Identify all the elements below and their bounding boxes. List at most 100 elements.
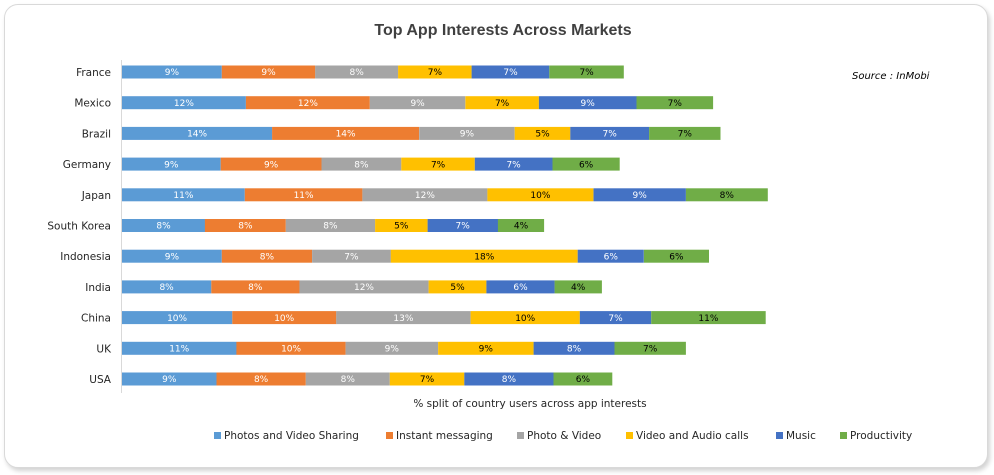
data-label: 12%	[298, 99, 318, 109]
data-label: 7%	[344, 252, 359, 262]
category-label: Brazil	[82, 128, 111, 140]
data-label: 4%	[571, 283, 586, 293]
category-label: Japan	[81, 190, 111, 202]
data-label: 9%	[261, 68, 276, 78]
bar-segment	[362, 188, 488, 202]
legend-swatch	[840, 432, 847, 439]
bar-segment	[369, 96, 466, 110]
bar-segment	[649, 126, 721, 140]
bar-segment	[538, 96, 637, 110]
data-label: 8%	[502, 375, 517, 385]
data-label: 8%	[354, 160, 369, 170]
data-label: 9%	[162, 375, 177, 385]
bar-segment	[643, 249, 709, 263]
bar-segment	[122, 280, 212, 294]
bar-segment	[470, 311, 580, 325]
bar-segment	[122, 311, 233, 325]
bar-segment	[122, 157, 221, 171]
chart-card	[4, 4, 988, 468]
bar-segment	[570, 126, 650, 140]
bar-segment	[553, 372, 613, 386]
data-label: 9%	[165, 252, 180, 262]
bar-segment	[299, 280, 429, 294]
bar-segment	[428, 280, 487, 294]
data-label: 7%	[603, 130, 618, 140]
data-label: 6%	[669, 252, 684, 262]
category-label: China	[81, 313, 111, 325]
category-label: Mexico	[74, 98, 111, 110]
bar-segment	[232, 311, 337, 325]
data-label: 11%	[294, 191, 314, 201]
bar-segment	[375, 219, 428, 232]
bar-segment	[614, 341, 686, 355]
data-label: 7%	[495, 99, 510, 109]
data-label: 12%	[415, 191, 435, 201]
data-label: 11%	[698, 314, 718, 324]
legend-swatch	[776, 432, 783, 439]
bar-segment	[272, 126, 420, 140]
x-axis-label: % split of country users across app inte…	[413, 398, 646, 410]
bar-segment	[465, 96, 539, 110]
data-label: 12%	[354, 283, 374, 293]
data-label: 14%	[336, 130, 356, 140]
legend-swatch	[626, 432, 633, 439]
legend-label: Productivity	[850, 430, 912, 442]
bar-segment	[336, 311, 471, 325]
data-label: 6%	[513, 283, 528, 293]
bar-segment	[122, 188, 245, 202]
data-label: 7%	[668, 99, 683, 109]
data-label: 8%	[159, 283, 174, 293]
legend: Photos and Video Sharing Instant messagin…	[214, 430, 912, 442]
chart-title: Top App Interests Across Markets	[374, 22, 631, 39]
category-label: India	[85, 282, 111, 294]
category-label: UK	[96, 343, 112, 355]
bar-segment	[427, 219, 498, 232]
source-annotation: Source : InMobi	[852, 71, 930, 82]
bar-segment	[593, 188, 686, 202]
bar-segment	[345, 341, 438, 355]
data-label: 7%	[420, 375, 435, 385]
bar-segment	[651, 311, 766, 325]
bar-segment	[549, 65, 624, 79]
bar-segment	[122, 341, 237, 355]
category-label: Germany	[63, 159, 111, 171]
category-labels: France Mexico Brazil Germany Japan South Kore…	[47, 67, 112, 386]
data-label: 11%	[173, 191, 193, 201]
bar-segment	[552, 157, 620, 171]
data-label: 7%	[456, 222, 471, 232]
data-label: 14%	[187, 130, 207, 140]
legend-swatch	[386, 432, 393, 439]
category-label: Indonesia	[60, 251, 111, 263]
data-label: 7%	[428, 68, 443, 78]
bar-segment	[122, 219, 205, 232]
data-label: 6%	[579, 160, 594, 170]
legend-label: Music	[786, 430, 816, 442]
data-label: 10%	[530, 191, 550, 201]
data-labels: 9% 9% 8% 7% 7% 7% 12% 12% 9% 7% 9% 7% 14% 14% 9% 5% 7% 7%…	[156, 68, 734, 385]
legend-swatch	[517, 432, 524, 439]
bar-segment	[471, 65, 550, 79]
data-label: 9%	[385, 345, 400, 355]
data-label: 8%	[260, 252, 275, 262]
data-label: 9%	[479, 345, 494, 355]
data-label: 7%	[678, 130, 693, 140]
bar-segment	[487, 188, 594, 202]
bar-segment	[497, 219, 545, 232]
bar-segment	[514, 126, 571, 140]
bar-segments	[122, 65, 768, 386]
bar-segment	[398, 65, 472, 79]
data-label: 9%	[460, 130, 475, 140]
data-label: 10%	[167, 314, 187, 324]
legend-label: Photos and Video Sharing	[224, 430, 359, 442]
data-label: 8%	[567, 345, 582, 355]
bar-segment	[685, 188, 768, 202]
data-label: 9%	[264, 160, 279, 170]
category-label: South Korea	[47, 221, 111, 233]
bar-segment	[312, 249, 391, 263]
data-label: 9%	[581, 99, 596, 109]
data-label: 8%	[238, 222, 253, 232]
bar-segment	[390, 249, 578, 263]
bar-segment	[401, 157, 475, 171]
bar-segment	[211, 280, 300, 294]
